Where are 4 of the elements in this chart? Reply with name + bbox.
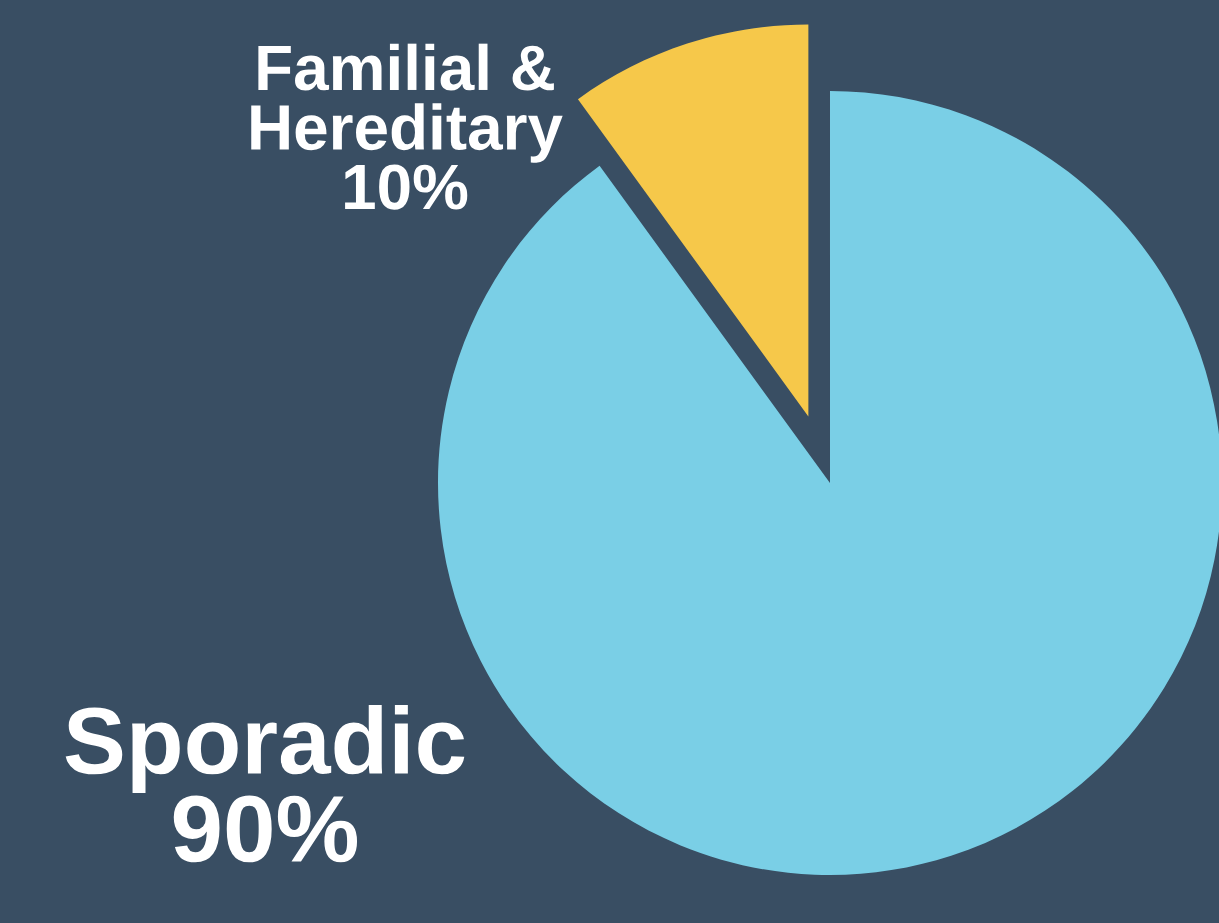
slice-label: Familial & Hereditary xyxy=(251,43,563,163)
data-label: 10% xyxy=(345,164,468,210)
slice-label: Sporadic xyxy=(65,704,465,793)
data-label: 90% xyxy=(173,795,358,863)
